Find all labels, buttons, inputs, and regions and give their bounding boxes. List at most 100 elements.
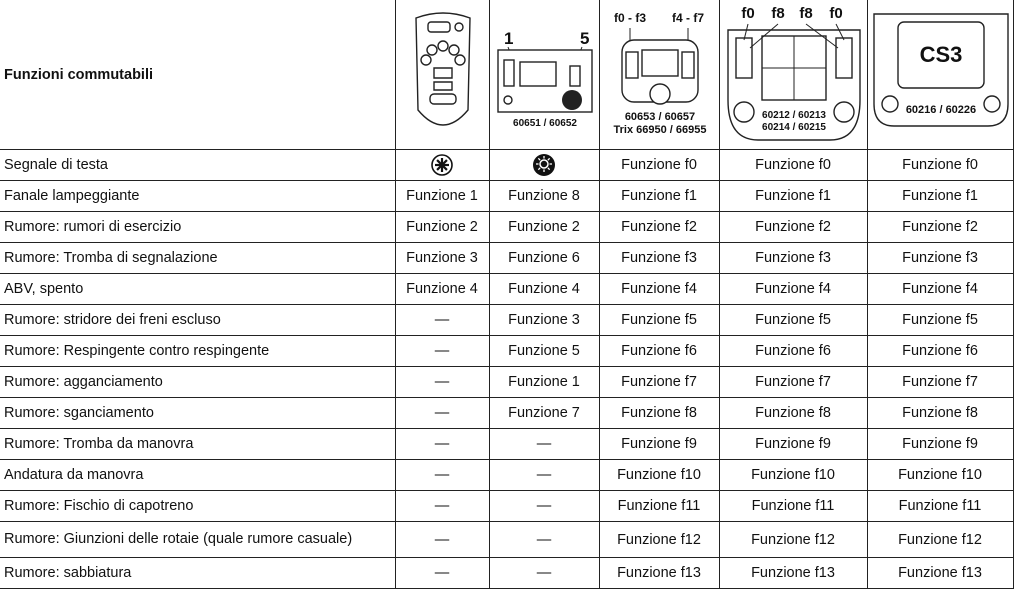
function-cell: — — [394, 366, 490, 398]
function-name: Rumore: sganciamento — [0, 397, 396, 429]
function-cell: Funzione f6 — [598, 335, 720, 367]
function-cell: Funzione f5 — [718, 304, 868, 336]
function-cell: Funzione f5 — [866, 304, 1014, 336]
function-cell: Funzione f2 — [718, 211, 868, 243]
device-label: 5 — [580, 29, 589, 48]
function-cell: Funzione f8 — [598, 397, 720, 429]
icon-ray — [547, 157, 551, 161]
function-cell: Funzione f9 — [718, 428, 868, 460]
icon-disc — [533, 154, 555, 176]
function-cell: Funzione f13 — [598, 557, 720, 589]
function-cell: Funzione f7 — [718, 366, 868, 398]
function-cell: Funzione 1 — [488, 366, 600, 398]
table-row: Rumore: sabbiatura — — Funzione f13 Funzione… — [0, 557, 1014, 589]
function-name: Fanale lampeggiante — [0, 180, 396, 212]
function-cell: Funzione 3 — [394, 242, 490, 274]
function-cell: Funzione f13 — [718, 557, 868, 589]
function-cell: Funzione f3 — [866, 242, 1014, 274]
function-cell: — — [488, 521, 600, 558]
function-cell: Funzione f13 — [866, 557, 1014, 589]
icon-ring — [431, 154, 453, 176]
device-key: f8 — [799, 5, 812, 22]
function-cell: — — [488, 428, 600, 460]
function-name: ABV, spento — [0, 273, 396, 305]
function-cell: Funzione f0 — [866, 149, 1014, 181]
icon-cell — [394, 149, 490, 181]
mobile-station-2-icon: f0 - f3 f4 - f7 60653 / 60657 Trix 66950… — [613, 11, 706, 136]
function-cell: — — [394, 459, 490, 491]
light-icon — [533, 154, 555, 176]
function-name: Rumore: Respingente contro respingente — [0, 335, 396, 367]
function-cell: Funzione f9 — [598, 428, 720, 460]
device-3: f0 - f3 f4 - f7 60653 / 60657 Trix 66950… — [598, 0, 720, 150]
device-label: 1 — [504, 29, 513, 48]
table-row: Rumore: agganciamento — Funzione 1 Funzione… — [0, 366, 1014, 398]
function-cell: Funzione f7 — [598, 366, 720, 398]
device-model: 60212 / 60213 — [762, 110, 826, 121]
function-cell: Funzione f10 — [866, 459, 1014, 491]
function-cell: — — [394, 521, 490, 558]
function-cell: Funzione f12 — [718, 521, 868, 558]
function-cell: Funzione 4 — [394, 273, 490, 305]
function-cell: Funzione 4 — [488, 273, 600, 305]
function-cell: Funzione f0 — [718, 149, 868, 181]
function-name: Rumore: sabbiatura — [0, 557, 396, 589]
device-model: Trix 66950 / 66955 — [613, 124, 706, 136]
function-cell: Funzione f12 — [598, 521, 720, 558]
function-cell: Funzione f11 — [866, 490, 1014, 522]
icon-bulb — [539, 159, 549, 169]
function-cell: — — [488, 490, 600, 522]
function-cell: — — [394, 304, 490, 336]
function-cell: Funzione f3 — [598, 242, 720, 274]
central-station-3-icon: CS3 60216 / 60226 — [872, 13, 1009, 127]
device-key: f8 — [771, 5, 784, 22]
function-cell: Funzione f0 — [598, 149, 720, 181]
icon-cell — [488, 149, 600, 181]
function-cell: Funzione 7 — [488, 397, 600, 429]
function-cell: Funzione 5 — [488, 335, 600, 367]
central-station-2-icon: f0 f8 f8 f0 60212 / 60213 60214 / 60215 — [726, 5, 861, 141]
function-cell: Funzione f6 — [718, 335, 868, 367]
function-cell: Funzione 2 — [488, 211, 600, 243]
table-row: ABV, spento Funzione 4 Funzione 4 Funzione … — [0, 273, 1014, 305]
function-cell: Funzione 1 — [394, 180, 490, 212]
function-cell: — — [488, 459, 600, 491]
device-model: 60653 / 60657 — [624, 111, 694, 123]
header-title: Funzioni commutabili — [0, 0, 396, 150]
device-screen: CS3 — [919, 42, 962, 67]
function-cell: Funzione f6 — [866, 335, 1014, 367]
control-unit-icon: 1 5 60651 / 60652 — [496, 29, 593, 129]
function-name: Rumore: Tromba da manovra — [0, 428, 396, 460]
function-cell: Funzione f4 — [866, 273, 1014, 305]
function-cell: Funzione f3 — [718, 242, 868, 274]
device-ms — [394, 0, 490, 150]
function-name: Segnale di testa — [0, 149, 396, 181]
function-name: Rumore: agganciamento — [0, 366, 396, 398]
device-model: 60214 / 60215 — [762, 122, 826, 133]
device-key: f0 — [741, 5, 754, 22]
device-5: CS3 60216 / 60226 — [866, 0, 1014, 150]
function-cell: Funzione 8 — [488, 180, 600, 212]
function-cell: Funzione f9 — [866, 428, 1014, 460]
function-cell: Funzione f5 — [598, 304, 720, 336]
icon-ray — [436, 159, 448, 171]
function-name: Rumore: Fischio di capotreno — [0, 490, 396, 522]
table-row: Rumore: Respingente contro respingente — F… — [0, 335, 1014, 367]
function-cell: Funzione f1 — [718, 180, 868, 212]
function-cell: Funzione f4 — [598, 273, 720, 305]
function-cell: Funzione f10 — [718, 459, 868, 491]
function-cell: Funzione f7 — [866, 366, 1014, 398]
function-cell: Funzione f2 — [598, 211, 720, 243]
device-model: 60216 / 60226 — [905, 104, 975, 116]
function-cell: Funzione f12 — [866, 521, 1014, 558]
table-row: Rumore: sganciamento — Funzione 7 Funzione … — [0, 397, 1014, 429]
table-row: Rumore: Tromba da manovra — — Funzione f9 Fu… — [0, 428, 1014, 460]
device-2: 1 5 60651 / 60652 — [488, 0, 600, 150]
function-cell: — — [488, 557, 600, 589]
function-cell: — — [394, 428, 490, 460]
function-cell: Funzione 2 — [394, 211, 490, 243]
icon-ray — [537, 157, 541, 161]
function-cell: Funzione f1 — [866, 180, 1014, 212]
function-cell: Funzione 6 — [488, 242, 600, 274]
